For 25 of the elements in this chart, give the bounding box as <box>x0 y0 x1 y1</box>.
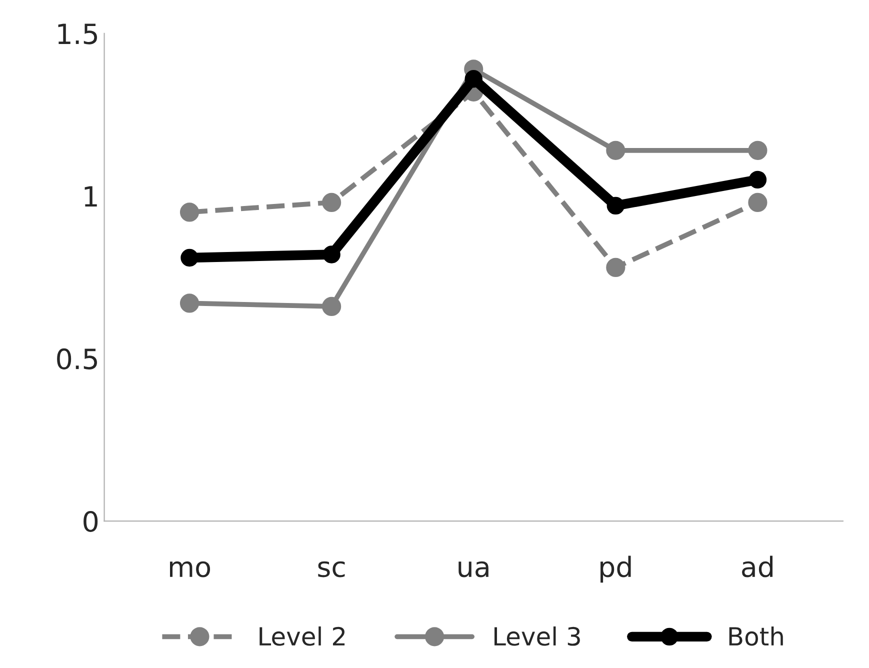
point <box>464 70 482 88</box>
point <box>606 196 625 215</box>
legend-label: Both <box>729 626 783 646</box>
point <box>748 140 768 160</box>
y-tick-label: 1.5 <box>58 24 97 44</box>
point <box>606 140 626 160</box>
x-tick-label: pd <box>600 556 631 583</box>
point <box>180 248 198 267</box>
point <box>322 192 342 212</box>
legend-label: Level 2 <box>260 626 345 646</box>
y-tick-label: 0.5 <box>57 348 97 370</box>
x-tick-label: sc <box>318 561 345 578</box>
point <box>322 296 342 316</box>
x-tick-label: ad <box>742 556 773 578</box>
y-tick-label: 0 <box>84 510 98 532</box>
point <box>180 294 200 313</box>
point <box>748 192 768 212</box>
x-tick-label: mo <box>170 561 210 578</box>
point <box>180 202 200 222</box>
y-tick-label: 1 <box>84 186 97 206</box>
x-tick-label: ua <box>458 561 488 578</box>
point <box>606 258 626 278</box>
legend-label: Level 3 <box>494 626 580 646</box>
point <box>748 170 767 189</box>
point <box>322 246 340 264</box>
